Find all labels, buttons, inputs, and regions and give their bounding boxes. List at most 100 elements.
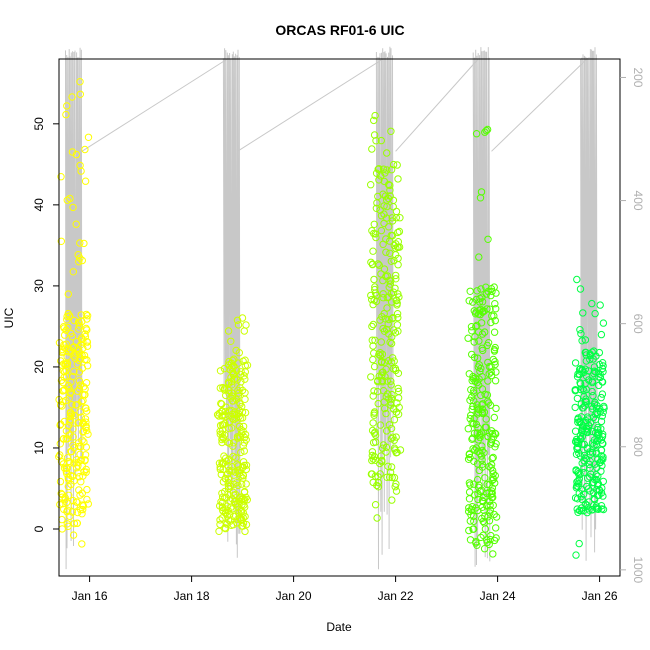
data-point-flight-1 (74, 251, 82, 259)
data-point-flight-1 (72, 220, 80, 228)
pressure-transit-4 (491, 58, 588, 152)
data-point-flight-3 (393, 301, 401, 309)
data-point-flight-3 (374, 192, 382, 201)
data-point-flight-5 (574, 418, 582, 426)
data-point-flight-4 (477, 391, 485, 400)
data-point-flight-5 (600, 404, 608, 412)
x-tick-label: Jan 18 (174, 589, 210, 603)
data-point-flight-1 (76, 239, 84, 247)
x-tick-label: Jan 22 (378, 589, 414, 603)
data-point-flight-2 (235, 422, 244, 431)
data-point-flight-4 (465, 297, 473, 305)
data-point-flight-3 (383, 202, 391, 211)
data-point-flight-3 (385, 315, 393, 324)
data-point-flight-5 (574, 468, 582, 476)
data-point-flight-1 (66, 409, 75, 417)
data-point-flight-1 (63, 506, 72, 514)
data-point-flight-1 (75, 322, 84, 330)
data-point-flight-3 (387, 377, 395, 385)
data-point-flight-3 (384, 462, 392, 470)
data-point-flight-5 (596, 405, 604, 413)
data-point-flight-5 (573, 275, 581, 284)
data-point-flight-2 (224, 327, 233, 335)
data-point-flight-5 (575, 506, 584, 515)
data-point-flight-2 (240, 327, 249, 335)
data-point-flight-2 (242, 480, 250, 488)
data-point-flight-3 (386, 181, 394, 190)
data-point-flight-3 (392, 271, 400, 280)
data-point-flight-1 (60, 505, 68, 513)
data-point-flight-3 (383, 473, 391, 481)
data-point-flight-2 (237, 368, 245, 376)
data-point-flight-1 (79, 428, 87, 436)
data-point-flight-2 (219, 421, 228, 429)
data-point-flight-4 (492, 368, 500, 376)
data-point-flight-5 (597, 467, 605, 475)
data-point-flight-3 (376, 351, 385, 360)
data-point-flight-1 (64, 344, 72, 352)
data-point-flight-4 (470, 517, 478, 525)
data-point-flight-3 (368, 260, 377, 269)
data-point-flight-1 (66, 412, 75, 421)
data-point-flight-3 (383, 390, 392, 398)
data-point-flight-4 (465, 450, 473, 459)
data-point-flight-1 (72, 150, 81, 159)
data-point-flight-2 (224, 475, 233, 483)
y2-tick-label: 200 (631, 67, 645, 87)
data-point-flight-3 (372, 233, 380, 242)
data-point-flight-3 (382, 248, 390, 256)
data-point-flight-4 (492, 440, 500, 448)
data-point-flight-3 (378, 313, 386, 321)
data-point-flight-4 (490, 413, 498, 422)
data-point-flight-3 (387, 424, 396, 433)
data-point-flight-5 (595, 431, 603, 439)
data-point-flight-3 (368, 336, 376, 344)
data-point-flight-2 (226, 482, 235, 490)
data-point-flight-4 (491, 343, 499, 352)
data-point-flight-2 (238, 408, 247, 416)
data-point-flight-3 (389, 160, 398, 169)
data-point-flight-1 (74, 462, 82, 470)
data-point-flight-3 (387, 257, 395, 265)
data-point-flight-3 (379, 165, 388, 173)
data-point-flight-2 (238, 314, 247, 322)
y-tick-label: 50 (32, 117, 46, 131)
data-point-flight-5 (597, 489, 606, 497)
data-point-flight-3 (392, 240, 400, 248)
x-tick-label: Jan 24 (480, 589, 516, 603)
data-point-flight-4 (468, 435, 476, 443)
data-point-flight-4 (470, 512, 478, 520)
y2-tick-label: 1000 (631, 556, 645, 583)
data-point-flight-5 (597, 452, 605, 460)
data-point-flight-4 (487, 531, 495, 540)
data-point-flight-2 (225, 424, 233, 433)
data-point-flight-4 (473, 475, 482, 484)
data-point-flight-3 (376, 206, 384, 214)
data-point-flight-1 (83, 426, 91, 435)
data-point-flight-4 (485, 362, 494, 371)
data-point-flight-1 (73, 498, 81, 506)
data-point-flight-5 (588, 387, 596, 396)
data-point-flight-4 (470, 429, 479, 437)
data-point-flight-3 (369, 419, 377, 427)
data-point-flight-4 (490, 312, 498, 320)
data-point-flight-4 (489, 493, 497, 502)
data-point-flight-3 (386, 192, 394, 200)
data-point-flight-3 (391, 364, 400, 373)
data-point-flight-5 (573, 394, 582, 403)
data-point-flight-1 (83, 362, 92, 370)
data-point-flight-4 (486, 535, 494, 544)
data-point-flight-5 (583, 444, 591, 452)
data-point-flight-1 (56, 421, 64, 429)
data-point-flight-3 (375, 350, 383, 359)
data-point-flight-1 (70, 352, 79, 360)
data-point-flight-4 (481, 525, 490, 533)
data-point-flight-1 (81, 451, 90, 459)
data-point-flight-2 (241, 356, 249, 364)
data-point-flight-3 (377, 270, 385, 278)
data-point-flight-2 (228, 495, 237, 503)
data-point-flight-3 (375, 176, 383, 184)
data-point-flight-2 (238, 480, 246, 488)
data-point-flight-5 (582, 395, 590, 403)
data-point-flight-3 (388, 314, 397, 323)
